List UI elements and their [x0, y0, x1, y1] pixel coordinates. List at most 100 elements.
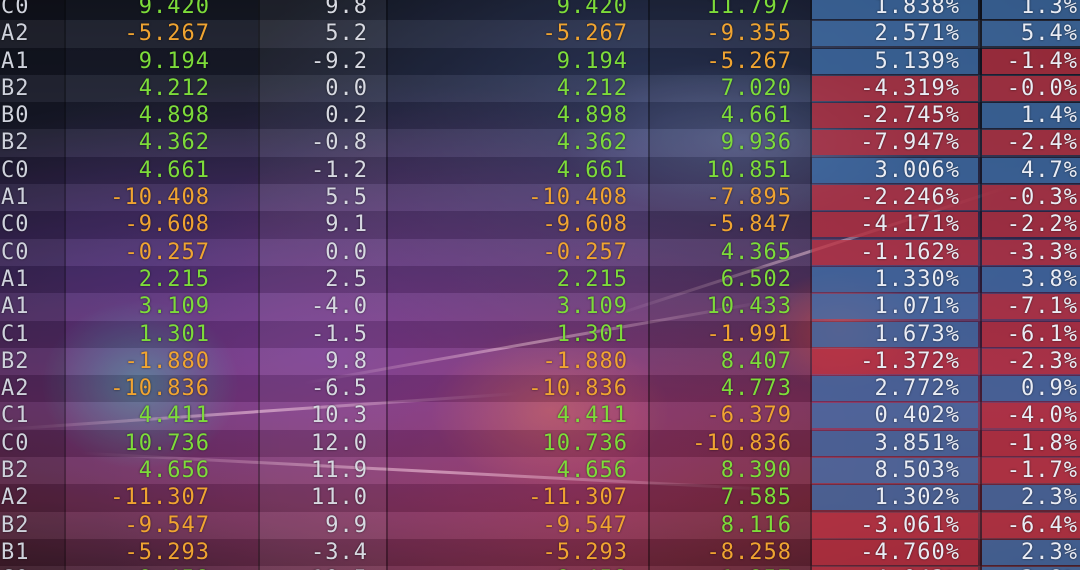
change-value: 2.215 [138, 266, 210, 292]
percent-cell-background [982, 458, 1080, 484]
price-change: -9.608 [542, 212, 628, 238]
table-row: C0 4.661 -1.2 4.661 10.851 3.006% 4.7% [0, 156, 1080, 185]
last-value: 8.116 [720, 512, 792, 538]
table-row: A1 -10.408 5.5 -10.408 -7.895 -2.246% -0.3% [0, 184, 1080, 212]
percent-delta: -6.1% [1006, 321, 1078, 347]
percent-cell-background [982, 212, 1080, 238]
percent-cell-background [982, 239, 1080, 265]
price-change: 2.215 [556, 266, 628, 292]
percent-change: 3.006% [874, 157, 960, 183]
percent-delta: 5.4% [1021, 21, 1078, 47]
percent-cell-background [812, 485, 978, 511]
ticker-code: A1 [1, 48, 30, 74]
volume-value: 5.2 [325, 21, 368, 47]
last-value: 9.936 [720, 130, 792, 156]
percent-change: 1.673% [874, 321, 960, 347]
price-change: 3.109 [556, 294, 628, 320]
percent-cell-background [982, 75, 1080, 101]
change-value: 1.301 [138, 321, 210, 347]
change-value: 10.736 [124, 430, 210, 456]
percent-cell-background [982, 103, 1080, 129]
last-value: 11.797 [706, 0, 792, 19]
table-row: A2 -5.267 5.2 -5.267 -9.355 2.571% 5.4% [0, 20, 1080, 48]
table-row: B2 -9.547 9.9 -9.547 8.116 -3.061% -6.4% [0, 511, 1080, 539]
percent-cell-background [982, 321, 1080, 347]
percent-cell-background [812, 403, 978, 429]
percent-delta: -1.7% [1006, 458, 1078, 484]
change-value: 9.420 [138, 0, 210, 19]
change-value: -1.880 [124, 348, 210, 374]
percent-delta: -7.1% [1006, 294, 1078, 320]
percent-cell-background [982, 130, 1080, 156]
price-change: 9.194 [556, 48, 628, 74]
percent-cell-background [812, 48, 978, 74]
price-change: 4.656 [556, 458, 628, 484]
last-value: -7.895 [706, 185, 792, 211]
percent-change: -4.043% [814, 566, 960, 570]
change-value: 4.898 [138, 103, 210, 129]
ticker-code: A1 [1, 185, 30, 211]
volume-value: 10.3 [311, 403, 368, 429]
percent-delta: -2.2% [1006, 212, 1078, 238]
percent-cell-background [812, 130, 978, 156]
percent-cell-background [982, 294, 1080, 320]
change-value: 4.362 [138, 130, 210, 156]
ticker-code: C1 [1, 403, 30, 429]
percent-change: 1.071% [874, 294, 960, 320]
percent-cell-background [982, 567, 1080, 570]
percent-change: -3.061% [860, 512, 960, 538]
change-value: -5.267 [124, 21, 210, 47]
change-value: 9.458 [66, 566, 210, 570]
volume-value: 0.0 [325, 75, 368, 101]
change-value: 4.661 [138, 157, 210, 183]
table-row: A2 -10.836 -6.5 -10.836 4.773 2.772% 0.9% [0, 375, 1080, 403]
last-value: 4.773 [720, 376, 792, 402]
ticker-code: C0 [1, 239, 30, 265]
percent-cell-background [982, 512, 1080, 538]
last-value: 1.857 [652, 566, 792, 570]
volume-value: 11.9 [311, 458, 368, 484]
last-value: -5.847 [706, 212, 792, 238]
table-row: A1 9.194 -9.2 9.194 -5.267 5.139% -1.4% [0, 47, 1080, 75]
percent-cell-background [812, 321, 978, 347]
last-value: 8.390 [720, 458, 792, 484]
volume-value: 11.0 [311, 485, 368, 511]
percent-delta: -3.3% [1006, 239, 1078, 265]
price-change: 10.736 [542, 430, 628, 456]
percent-cell-background [812, 0, 978, 19]
percent-change: 1.330% [874, 266, 960, 292]
ticker-code: A2 [1, 21, 30, 47]
table-row: C0 9.420 9.8 9.420 11.797 1.838% 1.3% [0, 0, 1080, 21]
ticker-code: A1 [1, 266, 30, 292]
price-change: -5.267 [542, 21, 628, 47]
volume-value: -6.5 [311, 376, 368, 402]
percent-cell-background [812, 239, 978, 265]
change-value: -0.257 [124, 239, 210, 265]
percent-cell-background [812, 21, 978, 47]
percent-cell-background [812, 430, 978, 456]
ticker-code: A1 [1, 294, 30, 320]
ticker-code: A2 [1, 376, 30, 402]
percent-cell-background [982, 485, 1080, 511]
percent-change: -4.760% [860, 539, 960, 565]
percent-cell-background [812, 103, 978, 129]
change-value: 4.656 [138, 458, 210, 484]
ticker-code: B2 [1, 75, 30, 101]
price-change: -0.257 [542, 239, 628, 265]
change-value: -11.307 [110, 485, 210, 511]
percent-delta: -0.3% [1006, 185, 1078, 211]
percent-cell-background [812, 185, 978, 211]
price-change: -5.293 [542, 539, 628, 565]
ticker-code: B1 [1, 539, 30, 565]
percent-delta: -1.8% [1006, 430, 1078, 456]
ticker-code: C0 [1, 0, 30, 19]
change-value: -9.608 [124, 212, 210, 238]
volume-value: -4.0 [311, 294, 368, 320]
last-value: 6.502 [720, 266, 792, 292]
table-row: A2 -11.307 11.0 -11.307 7.585 1.302% 2.3% [0, 484, 1080, 512]
percent-cell-background [812, 266, 978, 292]
volume-value: 9.8 [325, 348, 368, 374]
percent-change: 2.571% [874, 21, 960, 47]
percent-cell-background [982, 266, 1080, 292]
percent-delta: 0.9% [1021, 376, 1078, 402]
